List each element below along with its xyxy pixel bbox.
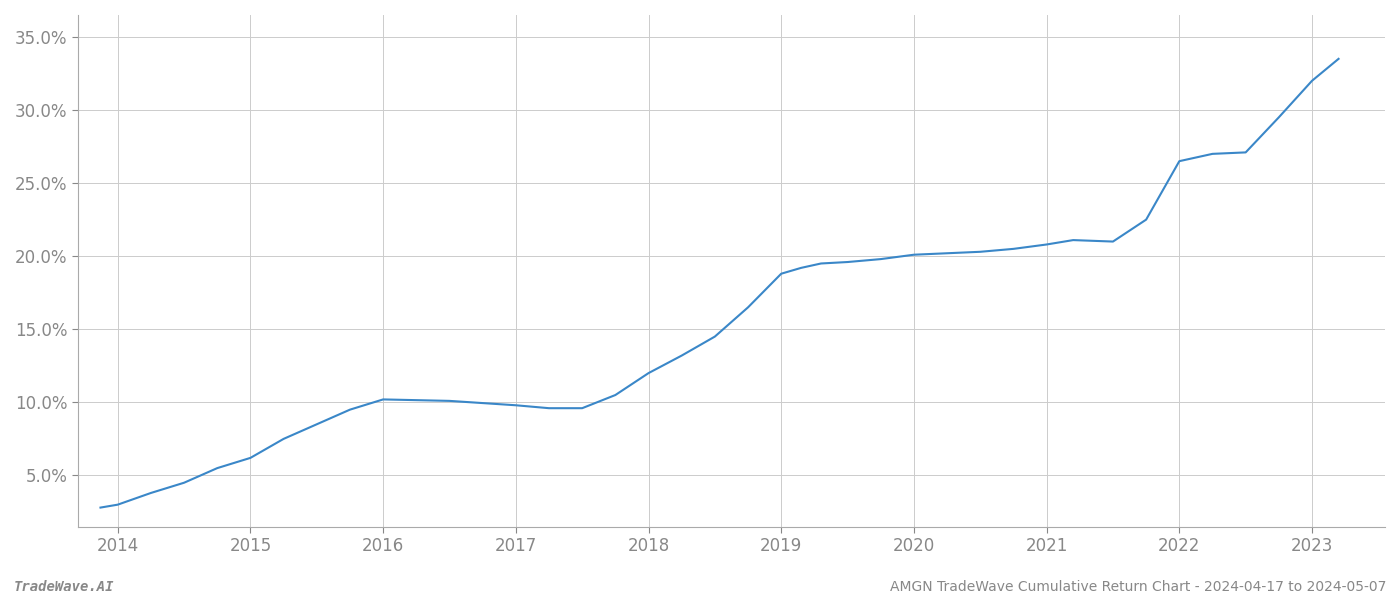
Text: TradeWave.AI: TradeWave.AI [14,580,115,594]
Text: AMGN TradeWave Cumulative Return Chart - 2024-04-17 to 2024-05-07: AMGN TradeWave Cumulative Return Chart -… [889,580,1386,594]
